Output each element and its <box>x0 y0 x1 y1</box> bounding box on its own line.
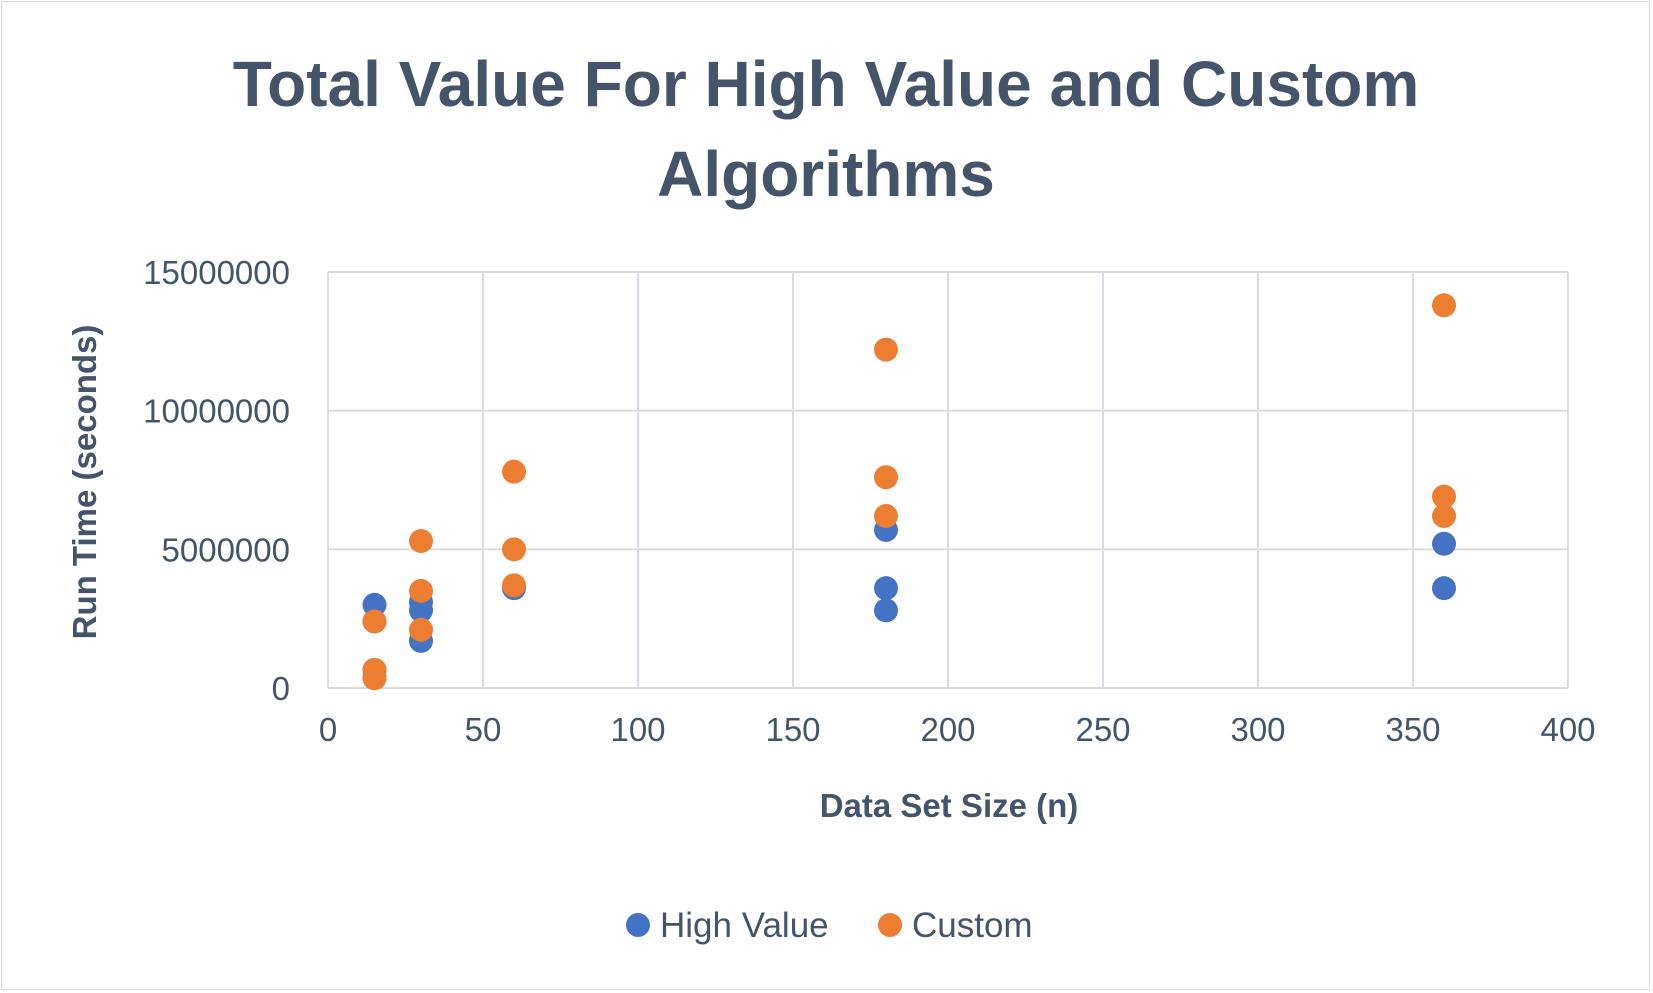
data-point <box>502 573 526 598</box>
x-tick-label: 50 <box>465 711 502 748</box>
data-point <box>502 537 526 562</box>
x-tick-label: 200 <box>920 711 975 748</box>
data-point <box>874 504 898 529</box>
x-tick-label: 0 <box>319 711 337 748</box>
data-point <box>409 529 433 554</box>
series-custom <box>362 293 1456 691</box>
data-point <box>874 576 898 601</box>
data-point <box>874 465 898 490</box>
y-tick-label: 5000000 <box>162 531 290 568</box>
x-tick-label: 350 <box>1385 711 1440 748</box>
data-point <box>874 337 898 362</box>
data-point <box>874 598 898 623</box>
data-point <box>1432 531 1456 556</box>
legend-marker <box>626 913 650 937</box>
data-point <box>1432 484 1456 509</box>
y-tick-label: 15000000 <box>143 254 290 291</box>
x-tick-label: 300 <box>1230 711 1285 748</box>
data-point <box>502 459 526 484</box>
data-point <box>362 592 387 617</box>
data-point <box>1432 576 1456 601</box>
gridlines <box>327 271 1569 689</box>
data-point <box>362 609 387 634</box>
chart-title-line-2: Algorithms <box>657 138 995 210</box>
chart-title: Total Value For High Value and Custom Al… <box>233 48 1420 210</box>
x-tick-label: 400 <box>1540 711 1595 748</box>
chart-title-line-1: Total Value For High Value and Custom <box>233 48 1420 120</box>
x-tick-label: 100 <box>610 711 665 748</box>
y-axis-label: Run Time (seconds) <box>66 325 103 640</box>
data-point <box>409 617 433 642</box>
y-tick-label: 10000000 <box>143 393 290 430</box>
x-axis-label: Data Set Size (n) <box>820 787 1079 824</box>
legend-label: High Value <box>660 906 829 945</box>
y-tick-label: 0 <box>272 670 290 707</box>
tick-labels: 0 50 100 150 200 250 300 350 400 0 5000000 10000000… <box>143 254 1595 748</box>
data-points <box>362 293 1456 691</box>
data-point <box>1432 504 1456 529</box>
legend-marker <box>878 913 902 937</box>
legend-item: Custom <box>878 906 1033 945</box>
legend: High Value Custom <box>626 906 1033 945</box>
data-point <box>1432 293 1456 318</box>
data-point <box>409 598 433 623</box>
series-high-value <box>362 517 1456 690</box>
x-tick-label: 150 <box>765 711 820 748</box>
data-point <box>362 666 387 691</box>
data-point <box>409 578 433 603</box>
x-tick-label: 250 <box>1075 711 1130 748</box>
legend-label: Custom <box>912 906 1033 945</box>
legend-item: High Value <box>626 906 829 945</box>
